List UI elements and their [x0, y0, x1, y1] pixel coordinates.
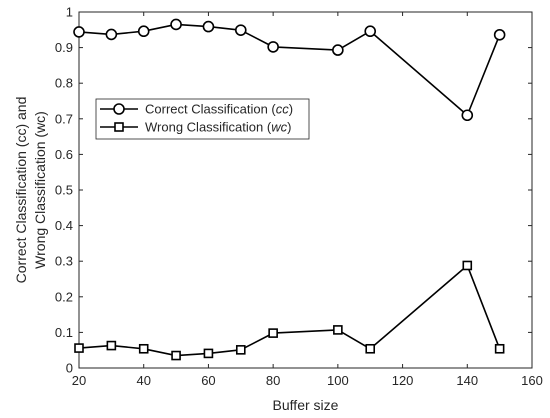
data-point-wrong: [268, 328, 278, 338]
data-point-correct: [267, 41, 279, 53]
y-tick-label: 0.1: [55, 325, 73, 340]
data-point-wrong: [203, 348, 214, 359]
legend-entry-correct: Correct Classification (cc): [100, 102, 293, 117]
data-point-correct: [170, 18, 182, 31]
plot-area: [78, 11, 533, 369]
legend-entry-wrong: Wrong Classification (wc): [100, 120, 291, 135]
data-point-wrong: [462, 260, 473, 271]
data-point-wrong: [494, 343, 505, 354]
data-point-correct: [493, 28, 506, 41]
data-point-wrong: [138, 343, 149, 354]
legend-marker-wrong: [114, 122, 124, 132]
y-tick-label: 0.8: [55, 76, 73, 91]
y-tick-label: 0.6: [55, 147, 73, 162]
y-axis-ticks: 0 0.1 0.2 0.3 0.4 0.5 0.6 0.7 0.8 0.9 1: [55, 5, 532, 376]
y-axis-label-line-1: Correct Classification (cc) and: [13, 97, 29, 284]
x-tick-label: 100: [327, 373, 349, 388]
data-point-correct: [461, 109, 474, 122]
legend-label-correct: Correct Classification (cc): [145, 102, 293, 117]
x-tick-label: 20: [72, 373, 86, 388]
y-tick-label: 0: [66, 361, 73, 376]
data-point-wrong: [106, 340, 117, 351]
y-tick-label: 0.7: [55, 111, 73, 126]
y-tick-label: 0.3: [55, 254, 73, 269]
data-point-correct: [73, 26, 85, 38]
y-tick-label: 1: [66, 5, 73, 20]
data-point-wrong: [235, 345, 246, 355]
y-axis-label-line-2: Wrong Classification (wc): [32, 111, 48, 269]
y-tick-label: 0.2: [55, 289, 73, 304]
data-point-correct: [234, 24, 247, 36]
x-axis-ticks: 20 40 60 80 100 120 140 160: [72, 12, 543, 388]
data-point-correct: [332, 44, 344, 56]
data-point-correct: [364, 25, 377, 38]
x-tick-label: 160: [521, 373, 543, 388]
x-tick-label: 60: [201, 373, 215, 388]
x-axis-label: Buffer size: [273, 397, 339, 413]
data-point-correct: [137, 25, 150, 38]
data-point-wrong: [74, 343, 84, 353]
y-tick-label: 0.5: [55, 183, 73, 198]
x-tick-label: 140: [456, 373, 478, 388]
data-point-wrong: [365, 343, 376, 354]
x-tick-label: 120: [392, 373, 414, 388]
legend: Correct Classification (cc) Wrong Classi…: [95, 98, 310, 140]
x-tick-label: 40: [136, 373, 150, 388]
series-layer: [73, 18, 506, 361]
y-tick-label: 0.4: [55, 218, 73, 233]
legend-box: [95, 98, 310, 140]
legend-marker-correct: [113, 103, 125, 115]
data-point-correct: [202, 20, 215, 33]
y-tick-label: 0.9: [55, 40, 73, 55]
x-tick-label: 80: [266, 373, 280, 388]
data-point-wrong: [171, 350, 181, 361]
data-point-wrong: [333, 325, 343, 335]
legend-label-wrong: Wrong Classification (wc): [145, 120, 291, 135]
data-point-correct: [105, 28, 118, 41]
